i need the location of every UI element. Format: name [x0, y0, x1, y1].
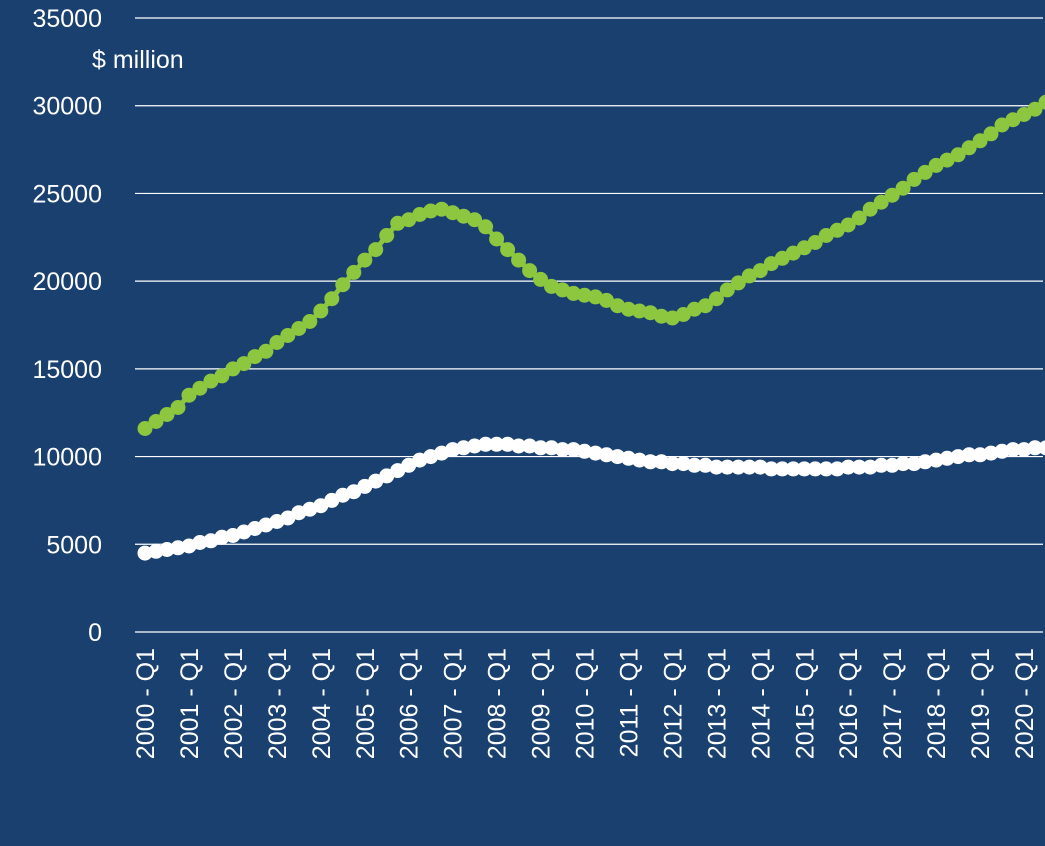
- x-tick-label: 2020 - Q1: [1011, 648, 1039, 759]
- series-layer: [138, 86, 1045, 561]
- y-tick-label: 5000: [46, 531, 102, 559]
- y-tick-label: 20000: [32, 268, 102, 296]
- x-tick-label: 2004 - Q1: [308, 648, 336, 759]
- y-tick-label: 35000: [32, 5, 102, 33]
- y-axis-ticks: 0 5000 10000 15000 20000 25000 30000 35000: [32, 5, 102, 647]
- x-tick-label: 2013 - Q1: [703, 648, 731, 759]
- series-1: [138, 437, 1045, 561]
- x-tick-label: 2009 - Q1: [528, 648, 556, 759]
- x-tick-label: 2011 - Q1: [615, 648, 643, 757]
- y-tick-label: 25000: [32, 180, 102, 208]
- data-point: [500, 242, 515, 257]
- x-tick-label: 2019 - Q1: [967, 648, 995, 759]
- y-tick-label: 15000: [32, 356, 102, 384]
- x-tick-label: 2008 - Q1: [484, 648, 512, 759]
- data-point: [489, 232, 504, 247]
- x-tick-label: 2014 - Q1: [747, 648, 775, 759]
- data-point: [171, 400, 186, 415]
- x-tick-label: 2012 - Q1: [659, 648, 687, 759]
- y-tick-label: 30000: [32, 93, 102, 121]
- data-point: [313, 304, 328, 319]
- x-tick-label: 2010 - Q1: [572, 648, 600, 759]
- x-axis-ticks: 2000 - Q1 2001 - Q1 2002 - Q1 2003 - Q1 2004…: [132, 648, 1039, 759]
- data-point: [346, 265, 361, 280]
- series-line: [145, 93, 1045, 428]
- x-tick-label: 2002 - Q1: [220, 648, 248, 759]
- data-point: [357, 253, 372, 268]
- data-point: [478, 219, 493, 234]
- x-tick-label: 2003 - Q1: [264, 648, 292, 759]
- data-point: [368, 242, 383, 257]
- x-tick-label: 2000 - Q1: [132, 648, 160, 759]
- x-tick-label: 2015 - Q1: [791, 648, 819, 759]
- x-tick-label: 2017 - Q1: [879, 648, 907, 759]
- series-0: [138, 86, 1045, 436]
- grid-lines: [135, 18, 1043, 632]
- x-tick-label: 2007 - Q1: [440, 648, 468, 759]
- data-point: [324, 291, 339, 306]
- data-point: [511, 253, 526, 268]
- data-point: [379, 228, 394, 243]
- y-tick-label: 0: [88, 619, 102, 647]
- unit-label: $ million: [92, 46, 184, 74]
- data-point: [302, 314, 317, 329]
- x-tick-label: 2005 - Q1: [352, 648, 380, 759]
- y-tick-label: 10000: [32, 444, 102, 472]
- x-tick-label: 2016 - Q1: [835, 648, 863, 759]
- data-point: [335, 277, 350, 292]
- x-tick-label: 2001 - Q1: [176, 648, 204, 759]
- x-tick-label: 2018 - Q1: [923, 648, 951, 759]
- x-tick-label: 2006 - Q1: [396, 648, 424, 759]
